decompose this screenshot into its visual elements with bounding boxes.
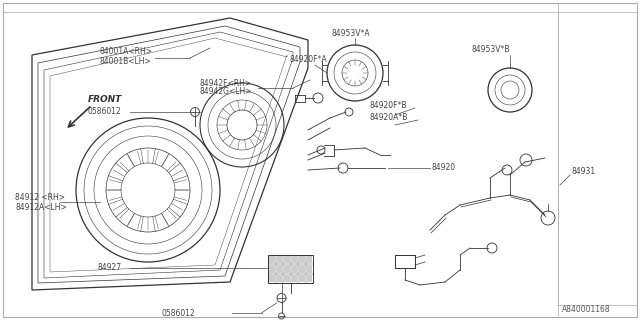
Text: 84931: 84931 (572, 167, 596, 177)
Text: 84942G<LH>: 84942G<LH> (200, 87, 253, 97)
Bar (291, 256, 297, 263)
Bar (291, 275, 297, 282)
Text: 84912A<LH>: 84912A<LH> (15, 203, 67, 212)
Bar (307, 275, 312, 282)
Text: 84953V*A: 84953V*A (332, 28, 371, 37)
Text: 84927: 84927 (98, 263, 122, 273)
Text: 84920F*A: 84920F*A (290, 55, 328, 65)
Bar (291, 265, 297, 273)
Text: 84001A<RH>: 84001A<RH> (100, 47, 153, 57)
Bar (307, 265, 312, 273)
Bar (299, 275, 305, 282)
Text: 0586012: 0586012 (87, 108, 121, 116)
Bar (268, 255, 313, 283)
Text: A840001168: A840001168 (562, 306, 611, 315)
Text: 84942F<RH>: 84942F<RH> (200, 78, 252, 87)
Text: 84920A*B: 84920A*B (370, 114, 408, 123)
Text: 84001B<LH>: 84001B<LH> (100, 57, 152, 66)
Text: 84912 <RH>: 84912 <RH> (15, 194, 65, 203)
Text: FRONT: FRONT (88, 95, 122, 105)
Bar (299, 265, 305, 273)
Bar (307, 256, 312, 263)
Bar (284, 256, 289, 263)
Bar (269, 275, 275, 282)
Bar (284, 275, 289, 282)
Text: 84920: 84920 (432, 164, 456, 172)
Bar (276, 256, 282, 263)
Bar (276, 275, 282, 282)
Bar (269, 256, 275, 263)
Bar (276, 265, 282, 273)
Text: 84953V*B: 84953V*B (472, 45, 511, 54)
Bar (284, 265, 289, 273)
Bar (299, 256, 305, 263)
Text: 84920F*B: 84920F*B (370, 100, 408, 109)
Bar (269, 265, 275, 273)
Text: 0586012: 0586012 (161, 308, 195, 317)
